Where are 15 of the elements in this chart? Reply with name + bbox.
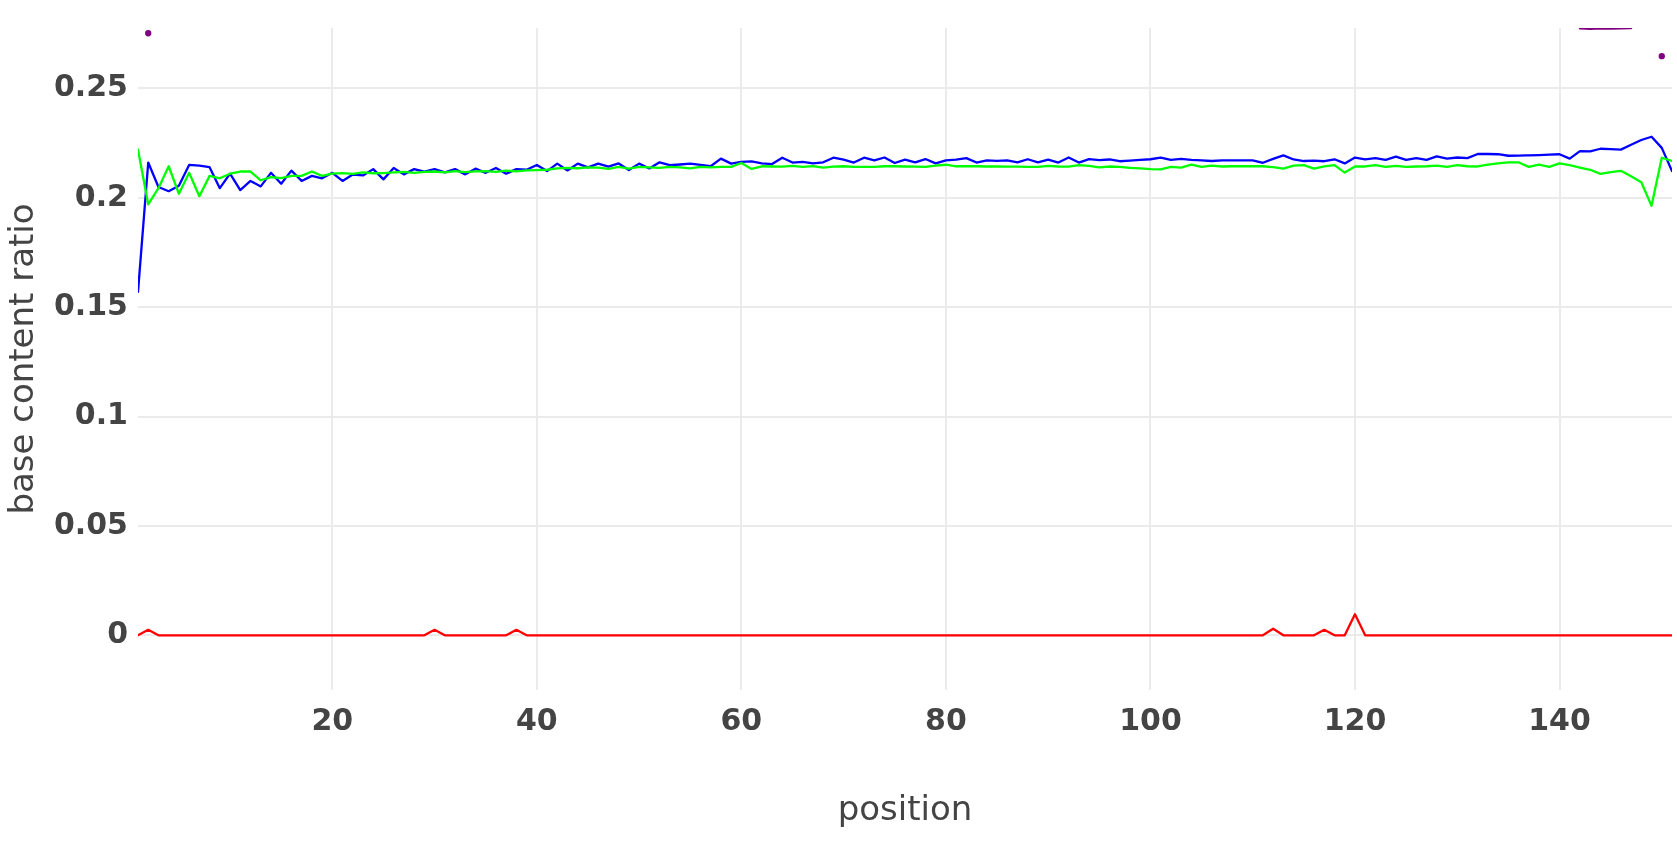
x-axis-title: position: [837, 788, 973, 829]
x-tick-label: 40: [515, 701, 558, 737]
x-tick-label: 80: [925, 701, 967, 737]
y-axis-title: base content ratio: [1, 203, 42, 515]
x-tick-label: 140: [1528, 701, 1591, 737]
x-tick-label: 60: [720, 701, 763, 737]
y-tick-label: 0.15: [53, 286, 128, 322]
x-tick-label: 20: [311, 701, 354, 737]
y-tick-label: 0.2: [74, 177, 128, 213]
y-tick-label: 0.25: [53, 68, 128, 104]
x-tick-label: 120: [1323, 701, 1387, 737]
y-tick-label: 0: [107, 615, 128, 651]
y-tick-label: 0.05: [53, 505, 128, 541]
x-tick-label: 100: [1119, 701, 1182, 737]
y-tick-label: 0.1: [74, 396, 128, 432]
